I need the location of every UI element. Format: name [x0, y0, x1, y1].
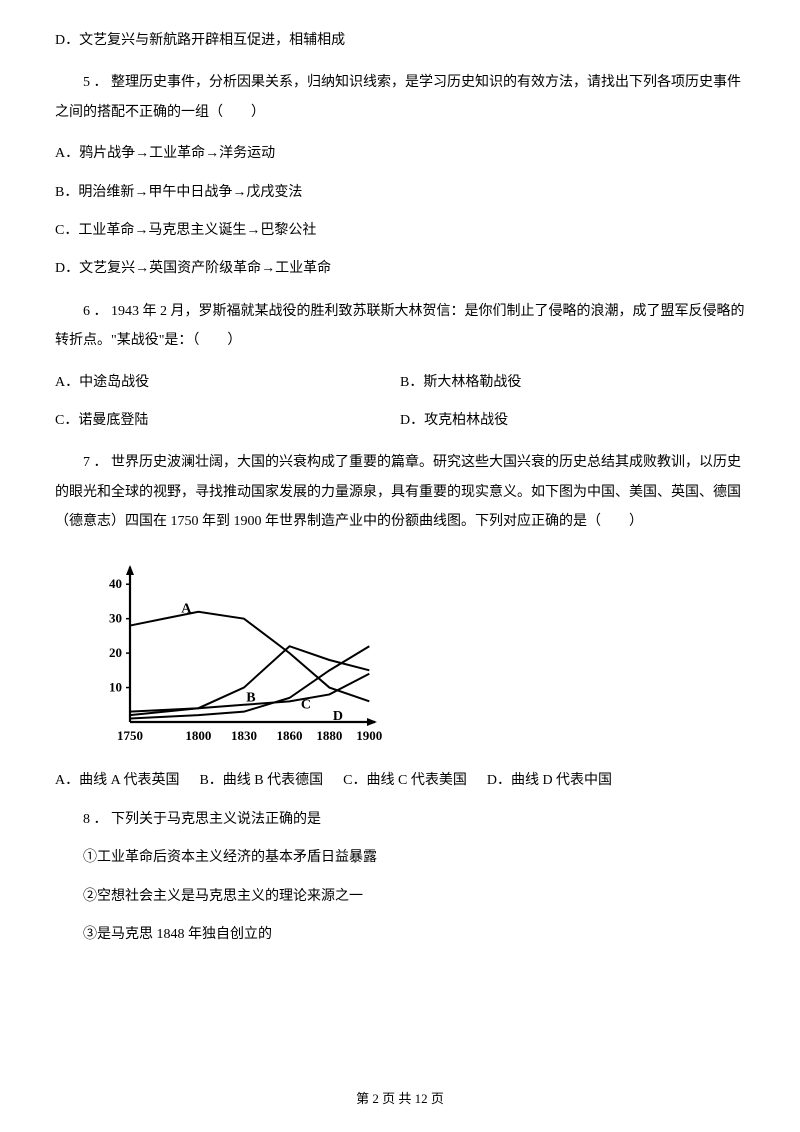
svg-text:1800: 1800: [185, 728, 211, 743]
q7-option-d: D．曲线 D 代表中国: [487, 770, 612, 792]
q7-stem: 7 ． 世界历史波澜壮阔，大国的兴衰构成了重要的篇章。研究这些大国兴衰的历史总结…: [55, 448, 745, 536]
q5-option-b: B．明治维新→甲午中日战争→戊戌变法: [55, 182, 745, 204]
svg-text:20: 20: [109, 646, 122, 661]
svg-text:A: A: [181, 602, 192, 617]
q7-option-b: B．曲线 B 代表德国: [199, 770, 323, 792]
svg-text:1750: 1750: [117, 728, 143, 743]
q8-item-1: ①工业革命后资本主义经济的基本矛盾日益暴露: [55, 847, 745, 869]
q8-item-3: ③是马克思 1848 年独自创立的: [55, 924, 745, 946]
q7-option-a: A．曲线 A 代表英国: [55, 770, 179, 792]
q4-option-d: D．文艺复兴与新航路开辟相互促进，相辅相成: [55, 30, 745, 52]
svg-text:1900: 1900: [356, 728, 382, 743]
q6-option-b: B．斯大林格勒战役: [400, 372, 745, 394]
svg-text:10: 10: [109, 680, 122, 695]
svg-text:1830: 1830: [231, 728, 257, 743]
svg-text:C: C: [301, 698, 311, 713]
svg-text:D: D: [333, 710, 343, 725]
q7-option-c: C．曲线 C 代表美国: [343, 770, 467, 792]
q8-stem: 8 ． 下列关于马克思主义说法正确的是: [55, 809, 745, 831]
q5-stem: 5 ． 整理历史事件，分析因果关系，归纳知识线索，是学习历史知识的有效方法，请找…: [55, 68, 745, 127]
svg-text:1860: 1860: [277, 728, 303, 743]
page-footer: 第 2 页 共 12 页: [0, 1089, 800, 1110]
q8-item-2: ②空想社会主义是马克思主义的理论来源之一: [55, 886, 745, 908]
q6-option-d: D．攻克柏林战役: [400, 410, 745, 432]
svg-text:B: B: [246, 691, 255, 706]
svg-text:1880: 1880: [316, 728, 342, 743]
q6-stem: 6 ． 1943 年 2 月，罗斯福就某战役的胜利致苏联斯大林贺信：是你们制止了…: [55, 297, 745, 356]
q6-option-a: A．中途岛战役: [55, 372, 400, 394]
manufacturing-share-chart: 10 20 30 40 1750 1800 1830 1860 1880 1900 A B C D: [85, 552, 745, 752]
svg-text:40: 40: [109, 577, 122, 592]
q5-option-c: C．工业革命→马克思主义诞生→巴黎公社: [55, 220, 745, 242]
q5-option-d: D．文艺复兴→英国资产阶级革命→工业革命: [55, 258, 745, 280]
svg-text:30: 30: [109, 611, 122, 626]
q5-option-a: A．鸦片战争→工业革命→洋务运动: [55, 143, 745, 165]
q6-option-c: C．诺曼底登陆: [55, 410, 400, 432]
